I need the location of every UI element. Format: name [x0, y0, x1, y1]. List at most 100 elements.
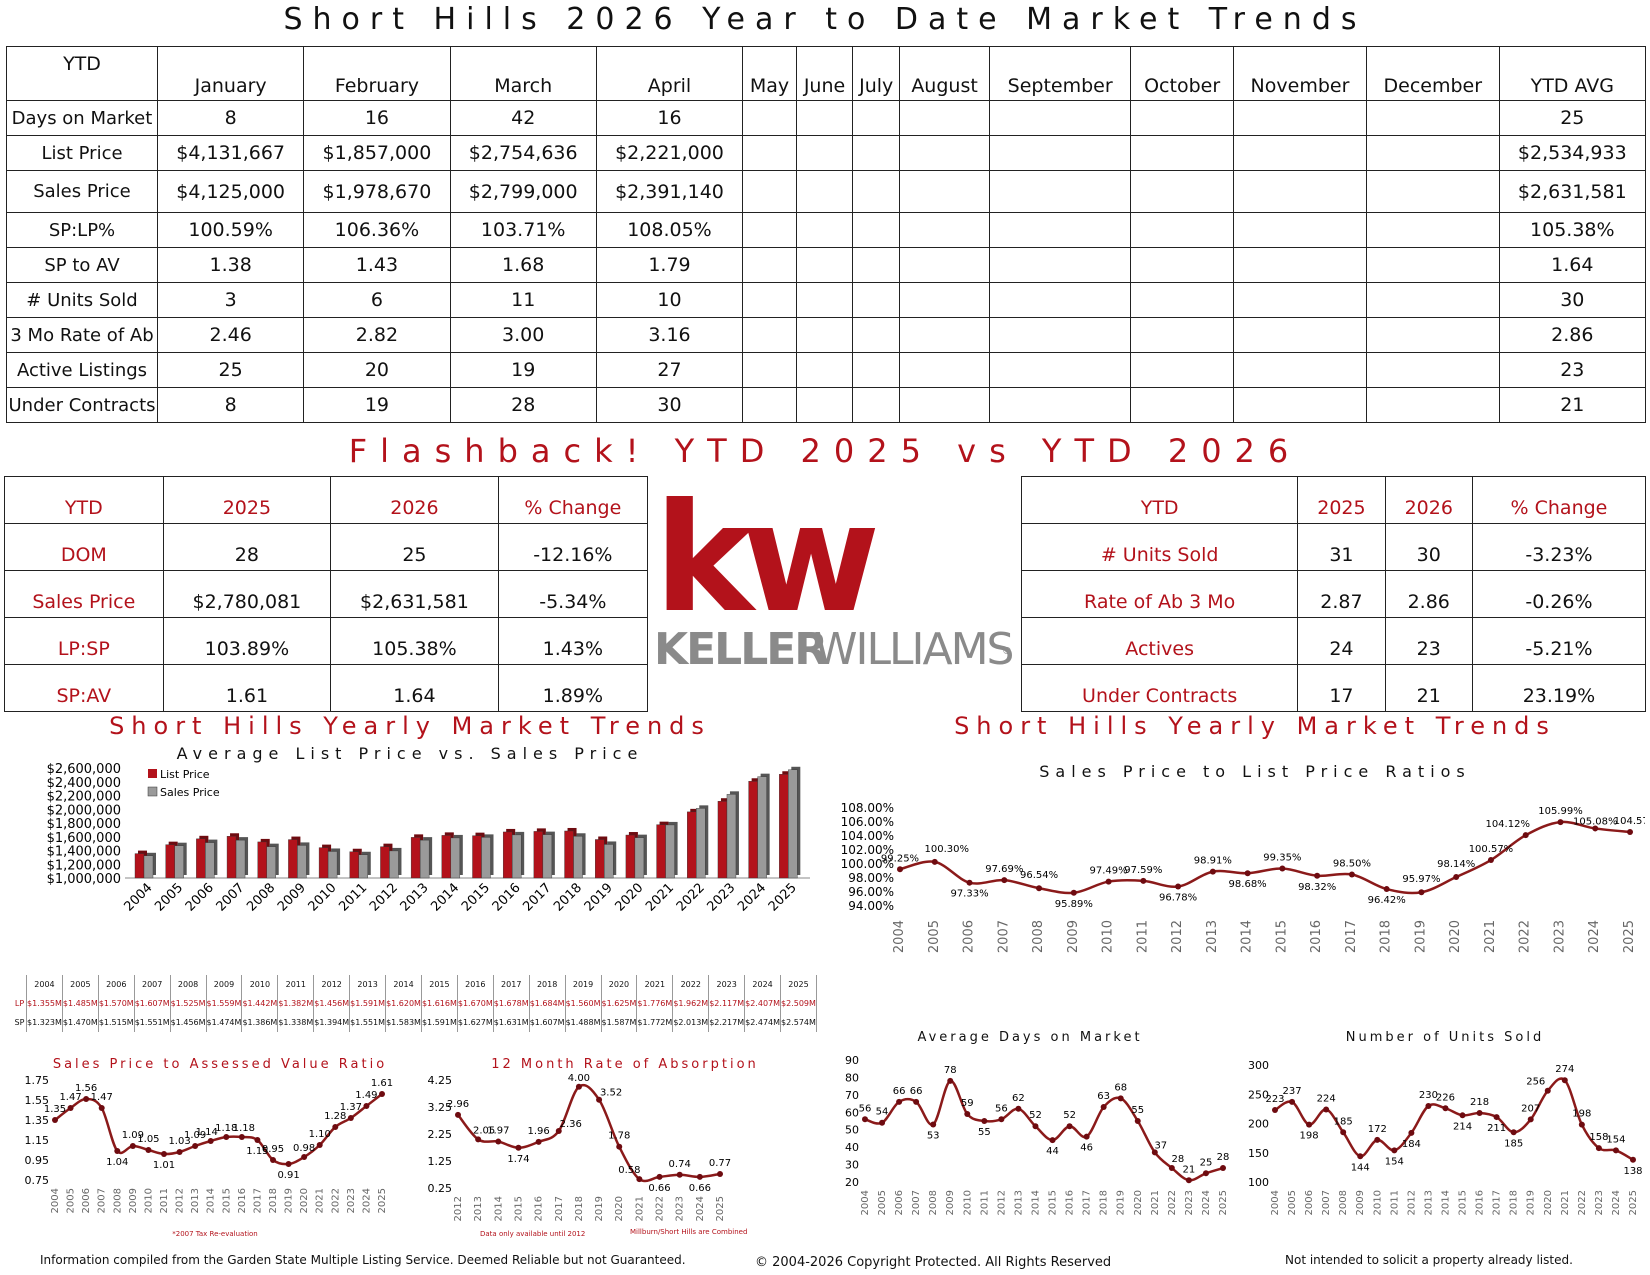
data-point [1100, 1104, 1107, 1111]
data-label: 1.49 [355, 1090, 377, 1101]
y-tick-label: 1.55 [25, 1094, 50, 1107]
footer-source: Information compiled from the Garden Sta… [40, 1253, 686, 1267]
ytd-cell [1130, 247, 1234, 283]
ytd-cell [742, 135, 797, 171]
ytd-cell: 8 [156, 387, 305, 423]
x-tick-label: 2006 [962, 920, 977, 953]
comparison-cell: 23 [1384, 617, 1473, 665]
data-label: 95.89% [1055, 899, 1093, 910]
data-label: 1.15 [246, 1146, 268, 1157]
data-label: 96.78% [1159, 893, 1197, 904]
data-point [254, 1137, 261, 1143]
data-label: 4.00 [568, 1073, 590, 1084]
data-point [696, 1173, 703, 1180]
data-point [1557, 819, 1564, 826]
x-tick-label: 2009 [1355, 1190, 1366, 1215]
ytd-cell: 1.64 [1498, 247, 1647, 283]
price-table-cell: $2.117M [708, 994, 746, 1013]
footer-copyright: © 2004-2026 Copyright Protected. All Rig… [755, 1255, 1112, 1270]
comparison-cell: 21 [1384, 664, 1473, 712]
price-table-cell: $1.670M [457, 994, 494, 1013]
comparison-row: Actives 24 23 -5.21% [1020, 617, 1647, 665]
list-price-bar [410, 837, 421, 879]
data-label: 198 [1572, 1109, 1591, 1120]
data-point [616, 1143, 623, 1150]
ytd-cell [1232, 387, 1367, 423]
data-point [1070, 889, 1077, 896]
x-tick-label: 2005 [927, 920, 942, 953]
list-price-bar [441, 835, 452, 879]
data-label: 1.14 [196, 1127, 218, 1138]
price-table-cell: 2012 [313, 975, 351, 994]
ytd-row-label: Under Contracts [6, 387, 158, 423]
comparison-row: Sales Price $2,780,081 $2,631,581 -5.34% [4, 570, 649, 618]
price-table-cell: 2021 [636, 975, 674, 994]
data-point [223, 1134, 230, 1140]
comparison-cell: 23.19% [1471, 664, 1647, 712]
list-price-bar [318, 847, 329, 879]
ytd-cell: 30 [1498, 282, 1647, 318]
comparison-header-cell: 2025 [162, 476, 332, 524]
price-table-cell: $1.560M [565, 994, 602, 1013]
data-point [475, 1136, 482, 1143]
price-table-cell: $1.338M [277, 1013, 315, 1032]
price-table-cell: $1.442M [241, 994, 279, 1013]
data-point [1036, 885, 1043, 892]
data-label: 52 [1063, 1110, 1076, 1121]
ytd-row: Active Listings 25 20 19 27 23 [6, 352, 1647, 388]
x-tick-label: 2012 [453, 1196, 464, 1221]
x-tick-label: 2016 [237, 1188, 248, 1213]
x-tick-label: 2014 [1030, 1190, 1041, 1215]
data-point [966, 879, 973, 886]
list-price-bar [656, 824, 666, 879]
x-tick-label: 2019 [1116, 1190, 1127, 1215]
x-tick-label: 2025 [1628, 1190, 1639, 1215]
month-header: YTD AVG [1498, 46, 1647, 101]
price-table-cell: $1.323M [26, 1013, 63, 1032]
ytd-row-label: List Price [6, 135, 158, 171]
sales-price-bar [235, 839, 246, 879]
list-price-bar [779, 774, 789, 879]
comparison-header-cell: 2026 [1384, 476, 1473, 524]
x-tick-label: 2018 [1509, 1190, 1520, 1215]
month-header: January [156, 46, 305, 101]
data-label: 97.69% [985, 864, 1023, 875]
x-tick-label: 2011 [336, 881, 370, 915]
data-label: 52 [1029, 1110, 1042, 1121]
comparison-cell: 1.89% [497, 664, 649, 712]
x-tick-label: 2012 [1170, 920, 1185, 953]
sales-price-bar [788, 769, 798, 879]
data-point [129, 1143, 136, 1149]
ytd-cell: 11 [449, 282, 597, 318]
y-tick-label: 40 [845, 1141, 859, 1154]
ytd-cell [1232, 247, 1367, 283]
ytd-row: # Units Sold 3 6 11 10 30 [6, 282, 1647, 318]
ytd-cell [1365, 282, 1500, 318]
ytd-cell: 20 [303, 352, 451, 388]
x-tick-label: 2022 [1577, 1190, 1588, 1215]
data-label: 1.47 [59, 1092, 81, 1103]
ytd-cell [1130, 100, 1234, 136]
comparison-cell: 1.61 [162, 664, 332, 712]
data-label: 56 [859, 1103, 872, 1114]
data-label: 1.09 [184, 1130, 206, 1141]
data-label: 274 [1555, 1064, 1574, 1075]
ytd-cell [1365, 387, 1500, 423]
y-tick-label: 1.75 [25, 1074, 50, 1087]
ytd-row: Days on Market 8 16 42 16 25 [6, 100, 1647, 136]
x-tick-label: 2022 [655, 1196, 666, 1221]
list-price-bar [748, 781, 758, 879]
comparison-header-cell: YTD [1020, 476, 1299, 524]
sales-price-bar [511, 834, 522, 879]
y-tick-label: 60 [845, 1106, 859, 1119]
x-tick-label: 2020 [1133, 1190, 1144, 1215]
data-label: 97.33% [950, 889, 988, 900]
data-point [1015, 1105, 1022, 1112]
month-header: November [1232, 46, 1367, 101]
ytd-cell [1365, 212, 1500, 248]
price-table-cell: $1.515M [98, 1013, 135, 1032]
ytd-cell [852, 387, 901, 423]
data-point [316, 1142, 323, 1148]
sales-price-bar [726, 794, 737, 879]
price-table-cell: 2014 [385, 975, 422, 994]
